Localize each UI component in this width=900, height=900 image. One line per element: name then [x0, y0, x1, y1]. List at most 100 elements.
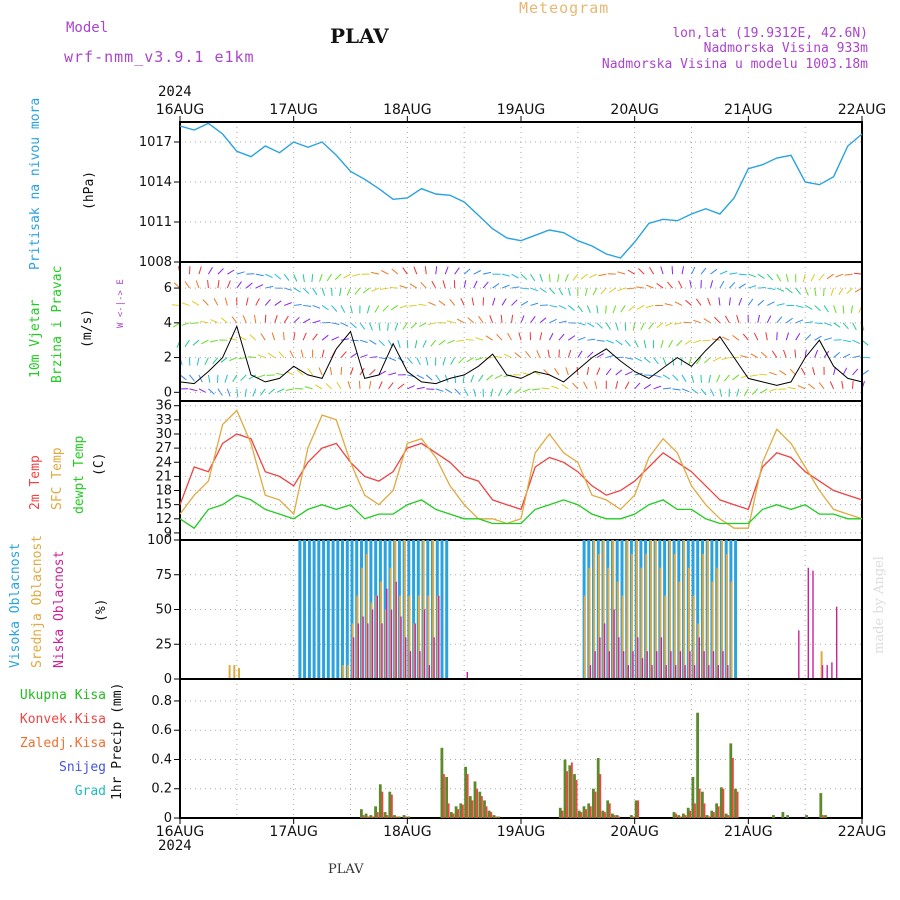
wind-barb: [684, 339, 692, 345]
wind-barb: [558, 304, 567, 310]
low-cloud-bar: [670, 651, 672, 679]
low-cloud-bar: [812, 570, 814, 679]
conv-rain-bar: [684, 815, 687, 818]
low-cloud-bar: [395, 581, 397, 679]
total-rain-bar: [629, 815, 633, 818]
wind-barb: [628, 305, 636, 312]
conv-rain-bar: [689, 810, 692, 818]
wind-barb: [776, 303, 785, 306]
wind-barb: [255, 298, 260, 306]
wind-barb: [413, 266, 418, 275]
y-tick-label: 9: [164, 526, 172, 541]
low-cloud-bar: [352, 637, 355, 679]
wind-barb: [340, 305, 346, 313]
low-cloud-bar: [798, 630, 800, 679]
wind-barb: [265, 285, 274, 289]
mid-cloud-bar: [721, 540, 724, 679]
wind-barb: [224, 374, 228, 383]
low-cloud-bar: [381, 623, 383, 679]
low-cloud-bar: [367, 623, 369, 679]
wind-barb: [586, 366, 590, 376]
wind-barb: [428, 301, 436, 306]
wind-barb: [645, 304, 654, 308]
wind-barb: [463, 280, 467, 289]
wind-barb: [399, 304, 408, 309]
wind-barb: [649, 267, 655, 275]
wind-barb: [653, 374, 662, 378]
wind-barb: [465, 339, 474, 341]
total-rain-bar: [710, 810, 714, 818]
wind-barb: [228, 337, 237, 341]
wind-barb: [312, 333, 318, 341]
wind-barb: [814, 287, 817, 296]
wind-barb: [473, 270, 482, 275]
total-rain-bar: [691, 777, 695, 818]
wind-barb: [171, 304, 181, 306]
high-cloud-bar: [303, 540, 307, 679]
wind-barb: [312, 287, 318, 296]
total-rain-bar: [672, 812, 676, 818]
total-rain-bar: [615, 815, 619, 818]
y-tick-label: 50: [155, 603, 172, 618]
wind-barb: [861, 339, 869, 346]
total-rain-bar: [719, 787, 723, 818]
total-rain-bar: [682, 813, 685, 818]
wind-barb: [732, 374, 740, 381]
wind-barb: [680, 357, 683, 366]
wind-barb: [844, 273, 853, 276]
wind-barb: [805, 321, 814, 324]
wind-barb: [321, 349, 325, 358]
wind-barb: [748, 285, 757, 289]
y-tick-label: 0: [164, 672, 172, 687]
total-rain-bar: [696, 712, 699, 818]
y-tick-label: 0: [164, 811, 172, 826]
wind-barb: [696, 357, 702, 365]
wind-barb: [558, 287, 564, 296]
wind-barb: [842, 367, 848, 376]
wind-barb: [242, 315, 247, 324]
wind-barb: [804, 334, 812, 341]
high-cloud-bar: [317, 540, 321, 679]
mid-cloud-bar: [669, 540, 671, 679]
wind-barb: [536, 350, 541, 358]
wind-barb: [507, 332, 512, 341]
wind-barb: [255, 284, 264, 289]
wind-barb: [300, 349, 304, 358]
wind-barb: [549, 318, 557, 324]
wind-barb: [276, 372, 285, 376]
conv-rain-bar: [822, 815, 824, 818]
wind-barb: [520, 315, 525, 324]
total-rain-bar: [824, 815, 827, 818]
wind-barb: [757, 299, 765, 306]
mid-cloud-bar: [820, 651, 823, 679]
wind-barb: [596, 305, 599, 314]
wind-barb: [583, 381, 588, 390]
total-rain-bar: [805, 815, 808, 818]
wind-barb: [833, 352, 841, 358]
wind-panel: 0 2 4 6: [164, 261, 871, 402]
wind-barb: [750, 353, 759, 359]
wind-barb: [606, 354, 615, 359]
low-cloud-bar: [689, 651, 691, 679]
wind-barb: [823, 305, 829, 313]
wind-barb: [460, 297, 465, 306]
wind-barb: [314, 384, 323, 390]
mid-cloud-bar: [716, 567, 719, 679]
low-cloud-bar: [693, 665, 696, 679]
wind-barb: [473, 388, 477, 397]
dewpt-line: [179, 494, 862, 530]
wind-barb: [653, 357, 659, 365]
wind-barb: [776, 273, 782, 282]
wind-barb: [207, 267, 213, 275]
wind-barb: [617, 271, 626, 275]
wind-barb: [664, 303, 673, 306]
wind-barb: [302, 332, 307, 341]
wind-barb: [740, 374, 749, 379]
wind-barb: [520, 300, 529, 306]
wind-barb: [648, 322, 655, 330]
wind-barb: [326, 273, 332, 282]
year-label-top: 2024: [158, 84, 192, 100]
wind-barb: [577, 336, 586, 341]
conv-rain-bar: [604, 812, 606, 818]
wind-barb: [634, 339, 639, 348]
